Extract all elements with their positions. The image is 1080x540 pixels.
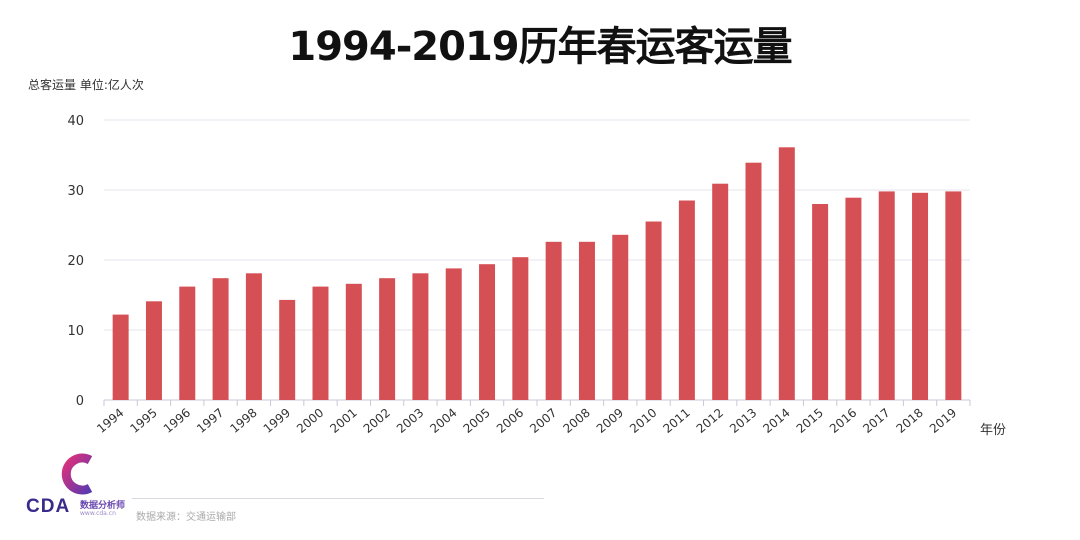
x-tick-label: 2002 [361, 406, 393, 436]
x-tick-label: 2014 [760, 406, 792, 436]
bar [812, 204, 829, 400]
x-tick-label: 2003 [394, 406, 426, 436]
bar [878, 191, 895, 400]
bar [512, 257, 529, 400]
bar [678, 200, 695, 400]
x-tick-labels: 1994 1995 1996 1997 1998 1999 2000 2001 2002 2003… [94, 400, 971, 436]
x-tick-label: 2009 [594, 406, 626, 436]
y-tick-label: 40 [67, 114, 84, 129]
x-tick-label: 2006 [494, 406, 526, 436]
bar [578, 241, 595, 400]
bars [112, 147, 962, 400]
data-source-note: 数据来源：交通运输部 [136, 512, 236, 523]
x-tick-label: 2016 [827, 406, 859, 436]
x-tick-label: 2010 [627, 406, 659, 436]
bar [245, 273, 262, 400]
bar [845, 197, 862, 400]
y-tick-label: 30 [67, 184, 84, 199]
logo-text: CDA [26, 496, 71, 517]
bar [112, 314, 129, 400]
x-tick-label: 2001 [327, 406, 359, 436]
bar [212, 278, 229, 400]
x-tick-label: 2018 [894, 406, 926, 436]
x-tick-label: 2013 [727, 406, 759, 436]
bar [345, 283, 362, 400]
bar [612, 234, 629, 400]
logo-url: www.cda.cn [80, 510, 116, 517]
bar [645, 221, 662, 400]
grid-lines [104, 119, 970, 401]
x-tick-label: 1999 [261, 406, 293, 436]
x-tick-label: 1997 [194, 406, 226, 436]
bar [479, 264, 496, 400]
cda-logo: CDA 数据分析师 www.cda.cn [26, 452, 136, 524]
x-tick-label: 2007 [527, 406, 559, 436]
bar [545, 241, 562, 400]
x-tick-label: 2017 [860, 406, 892, 436]
y-tick-label: 20 [67, 254, 84, 269]
x-tick-label: 2000 [294, 406, 326, 436]
x-axis-label: 年份 [980, 423, 1006, 438]
x-tick-label: 2004 [427, 406, 459, 436]
y-tick-label: 0 [76, 394, 84, 409]
chart-title: 1994-2019历年春运客运量 [288, 24, 792, 70]
x-tick-label: 2005 [461, 406, 493, 436]
x-tick-label: 2019 [927, 406, 959, 436]
x-tick-label: 1996 [161, 406, 193, 436]
x-tick-label: 1998 [227, 406, 259, 436]
logo-subtitle: 数据分析师 [80, 501, 126, 511]
bar [445, 268, 462, 400]
x-tick-label: 1994 [94, 406, 126, 436]
y-tick-labels: 0 10 20 30 40 [67, 114, 84, 409]
logo-c-icon [61, 453, 93, 495]
bar [312, 286, 329, 400]
x-tick-label: 2015 [794, 406, 826, 436]
footer-divider [132, 498, 544, 499]
bar [279, 299, 296, 400]
y-tick-label: 10 [67, 324, 84, 339]
x-tick-label: 1995 [127, 406, 159, 436]
x-tick-label: 2011 [660, 406, 692, 436]
x-tick-label: 2008 [560, 406, 592, 436]
bar [778, 147, 795, 400]
bar [712, 183, 729, 400]
y-axis-unit-label: 总客运量 单位:亿人次 [28, 78, 144, 92]
bar [179, 286, 196, 400]
bar [912, 192, 929, 400]
bar [745, 162, 762, 400]
bar [412, 273, 429, 400]
bar [945, 191, 962, 400]
bar [379, 278, 396, 400]
x-tick-label: 2012 [694, 406, 726, 436]
bar [145, 301, 162, 400]
